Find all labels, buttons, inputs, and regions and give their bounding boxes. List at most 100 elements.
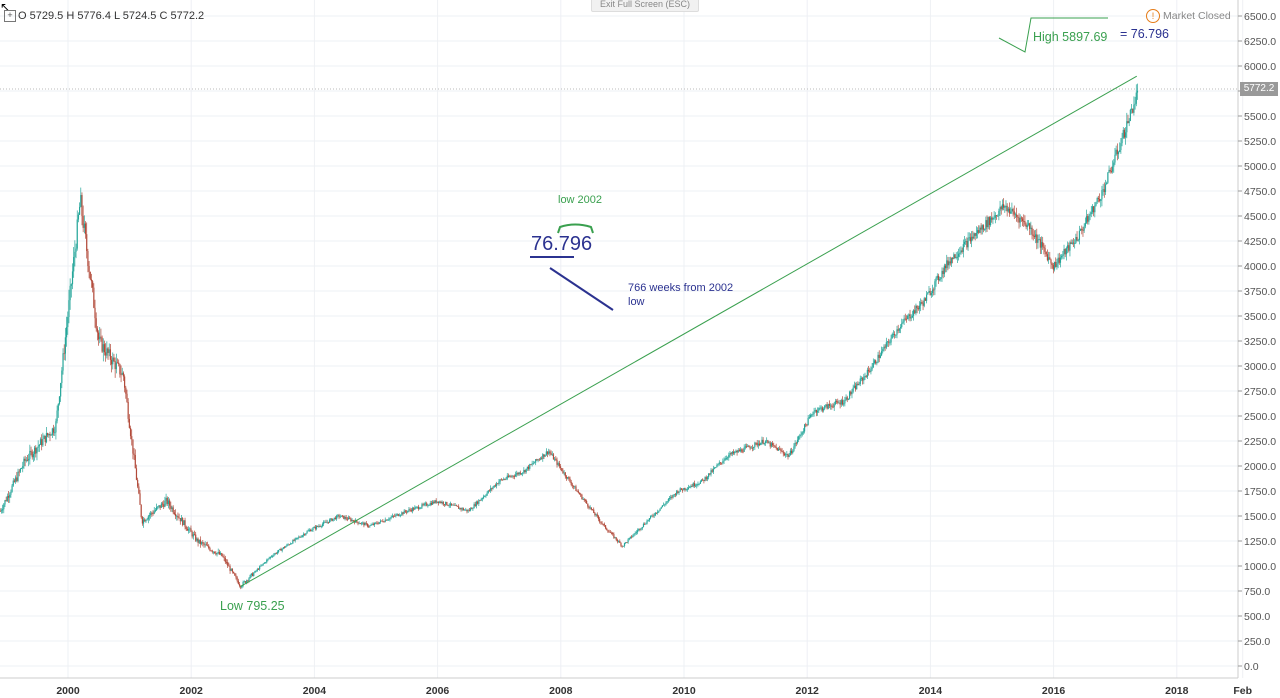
trend-line[interactable] — [240, 75, 1138, 587]
candle-body — [1081, 228, 1083, 231]
arrow-line-drawing[interactable] — [549, 267, 614, 311]
candle-body — [767, 440, 769, 444]
candle-body — [305, 533, 307, 535]
candle-body — [228, 565, 230, 567]
candle-body — [499, 479, 501, 482]
candle-body — [648, 518, 651, 521]
candle-body — [833, 404, 835, 408]
candle-body — [980, 227, 982, 230]
candle-body — [80, 195, 82, 207]
candle-body — [420, 507, 422, 509]
candle-body — [1056, 263, 1058, 267]
ohlc-readout: O 5729.5 H 5776.4 L 5724.5 C 5772.2 — [18, 10, 205, 22]
candle-body — [50, 434, 52, 436]
candle-body — [828, 404, 831, 406]
candle-body — [821, 407, 823, 411]
candle-body — [163, 504, 165, 507]
candle-body — [926, 294, 928, 301]
candle-body — [683, 488, 685, 491]
candle-body — [387, 519, 389, 521]
candle-body — [973, 233, 975, 239]
candle-body — [960, 250, 962, 253]
candle-body — [847, 398, 850, 400]
high-marker-drawing[interactable] — [998, 17, 1108, 53]
candle-body — [82, 215, 84, 228]
candle-body — [262, 563, 264, 565]
candle-body — [1004, 206, 1006, 208]
warning-icon[interactable]: ! — [1146, 9, 1160, 23]
candle-body — [178, 517, 180, 519]
candle-body — [2, 509, 4, 511]
candle-body — [184, 520, 186, 527]
candle-body — [433, 501, 435, 504]
candle-body — [693, 483, 696, 487]
candle-body — [191, 531, 193, 537]
candle-body — [885, 342, 887, 348]
candle-body — [916, 305, 918, 309]
candle-body — [333, 517, 335, 519]
candle-body — [702, 479, 704, 481]
candle-body — [613, 534, 615, 538]
candle-body — [986, 220, 988, 228]
candle-body — [1098, 198, 1101, 201]
candle-body — [434, 500, 436, 504]
candle-body — [953, 254, 955, 260]
candle-body — [944, 265, 947, 269]
candle-body — [1044, 248, 1046, 252]
candle-body — [840, 400, 842, 405]
candle-body — [914, 310, 916, 314]
candle-body — [899, 327, 902, 329]
candle-body — [1049, 257, 1051, 260]
candle-body — [1103, 189, 1105, 193]
exit-fullscreen-button[interactable]: Exit Full Screen (ESC) — [591, 0, 700, 12]
candle-body — [542, 454, 544, 459]
candle-body — [384, 519, 386, 522]
candle-body — [1122, 129, 1124, 139]
candle-body — [413, 508, 415, 510]
bracket-drawing[interactable] — [557, 223, 594, 234]
y-tick-label: 4250.0 — [1244, 236, 1276, 248]
candle-body — [39, 439, 42, 445]
expand-icon[interactable]: + — [4, 10, 16, 22]
candle-body — [803, 424, 806, 432]
candle-body — [550, 453, 552, 455]
candle-body — [35, 447, 37, 454]
candle-body — [563, 472, 565, 474]
candle-body — [751, 447, 754, 449]
candle-body — [777, 448, 780, 451]
candle-body — [622, 545, 624, 547]
candle-body — [362, 522, 364, 524]
candle-body — [404, 510, 406, 512]
candle-body — [514, 474, 517, 477]
x-tick-label: 2000 — [56, 685, 80, 697]
candle-body — [411, 508, 414, 512]
candle-body — [296, 537, 299, 539]
candle-body — [227, 562, 229, 566]
candle-body — [747, 445, 749, 447]
candle-body — [458, 506, 460, 509]
candle-body — [750, 447, 752, 449]
candle-body — [65, 327, 68, 338]
candle-body — [655, 512, 658, 514]
candle-body — [16, 477, 18, 481]
candle-body — [122, 372, 125, 377]
candle-body — [1051, 263, 1053, 266]
candle-body — [1018, 217, 1020, 223]
candle-body — [54, 432, 56, 434]
candle-body — [351, 520, 353, 521]
candle-body — [744, 446, 746, 448]
candle-body — [965, 241, 967, 242]
candle-body — [1043, 246, 1045, 249]
candle-body — [601, 522, 603, 524]
candle-body — [896, 329, 898, 335]
candle-body — [773, 445, 775, 446]
candle-body — [173, 512, 175, 515]
candle-body — [69, 285, 71, 301]
candle-body — [416, 506, 418, 508]
candle-body — [967, 238, 969, 248]
candle-body — [87, 251, 89, 267]
candle-body — [109, 349, 112, 360]
candle-body — [764, 441, 767, 444]
candle-body — [60, 383, 62, 397]
